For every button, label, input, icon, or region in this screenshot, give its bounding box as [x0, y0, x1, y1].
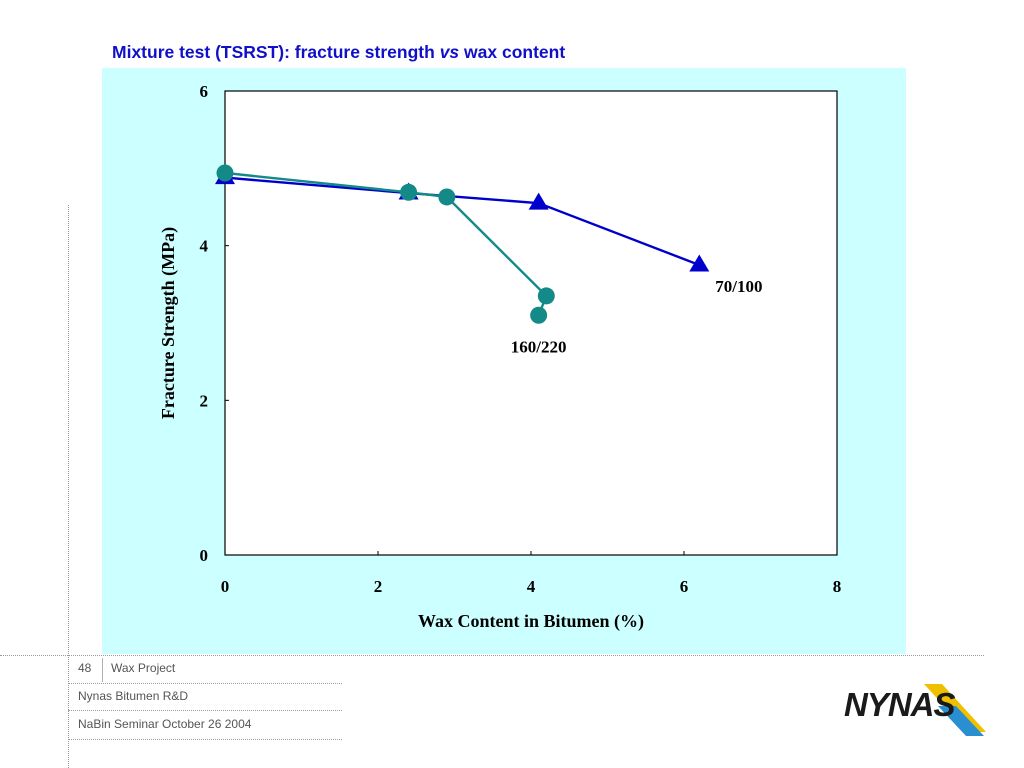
left-divider [68, 205, 69, 768]
series-label-160-220: 160/220 [511, 337, 567, 356]
logo-blue-stripe [938, 706, 984, 736]
footer-line-1 [68, 683, 342, 684]
footer-department: Nynas Bitumen R&D [78, 689, 189, 703]
y-tick-label: 6 [200, 82, 209, 101]
x-tick-label: 8 [833, 577, 842, 596]
footer-line-3 [68, 739, 342, 740]
data-point-circle [216, 164, 234, 182]
title-vs: vs [439, 42, 460, 62]
title-main: Mixture test (TSRST): fracture strength [112, 42, 440, 62]
y-axis-label: Fracture Strength (MPa) [158, 227, 179, 419]
series-label-70-100: 70/100 [715, 277, 762, 296]
data-point-triangle [528, 192, 549, 210]
x-tick-label: 4 [527, 577, 536, 596]
y-tick-label: 0 [200, 546, 209, 565]
footer-line-2 [68, 710, 342, 711]
chart-svg: 0 2 4 6 8 0 2 4 6 Wax Content in Bitumen (%) Fract… [158, 82, 842, 632]
footer-event: NaBin Seminar October 26 2004 [78, 717, 252, 731]
data-point-circle [400, 183, 418, 201]
data-point-circle [537, 287, 555, 305]
nynas-logo: NYNAS [844, 684, 986, 736]
data-point-circle [530, 306, 548, 324]
page-number: 48 [78, 661, 92, 675]
logo-text: NYNAS [844, 686, 956, 723]
data-point-triangle [689, 254, 710, 272]
plot-area [224, 90, 838, 556]
footer-divider [0, 655, 984, 656]
title-end: wax content [459, 42, 566, 62]
y-tick-label: 4 [200, 237, 209, 256]
chart-panel: 0 2 4 6 8 0 2 4 6 Wax Content in Bitumen (%) Fract… [102, 68, 906, 654]
x-tick-label: 2 [374, 577, 383, 596]
slide-title: Mixture test (TSRST): fracture strength … [112, 42, 565, 63]
y-tick-label: 2 [200, 391, 209, 410]
series-line-70-100 [224, 176, 700, 267]
footer-project: Wax Project [111, 661, 176, 675]
page-number-separator [102, 658, 103, 682]
x-tick-label: 6 [680, 577, 689, 596]
x-tick-label: 0 [221, 577, 230, 596]
data-point-circle [438, 188, 456, 206]
x-axis-label: Wax Content in Bitumen (%) [418, 611, 644, 632]
